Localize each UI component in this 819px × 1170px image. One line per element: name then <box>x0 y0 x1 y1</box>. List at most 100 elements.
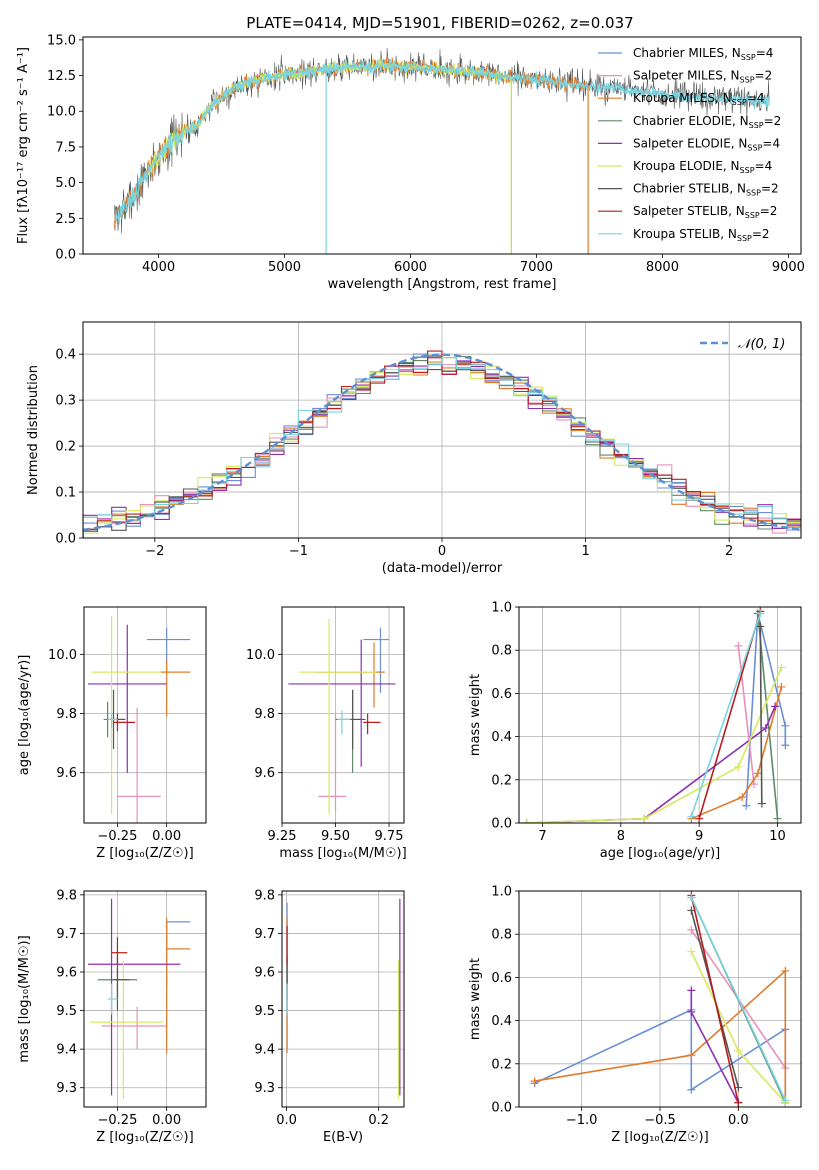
y-tick-label: 0.1 <box>55 486 76 501</box>
x-tick-label: 9.50 <box>321 829 350 844</box>
y-tick-label: 10.0 <box>47 105 76 120</box>
plot-mass-vs-Z <box>87 898 191 1100</box>
legend-label: Salpeter STELIB, NSSP=2 <box>633 204 777 220</box>
weight-point-marker <box>522 819 531 823</box>
y-tick-label: 9.5 <box>56 1004 77 1019</box>
y-tick-label: 9.8 <box>254 707 275 722</box>
y-tick-label: 9.5 <box>254 1004 275 1019</box>
weight-point-marker <box>742 801 751 810</box>
weight-point-marker <box>771 702 780 711</box>
weight-series-line <box>534 969 787 1103</box>
y-tick-label: 9.6 <box>56 966 77 981</box>
x-tick-label: 8000 <box>646 260 679 275</box>
x-axis-label: wavelength [Angstrom, rest frame] <box>328 277 557 292</box>
weight-point-marker <box>640 814 649 823</box>
weight-point-marker <box>781 721 790 730</box>
y-tick-label: 0.6 <box>491 687 512 702</box>
y-tick-label: 5.0 <box>55 176 76 191</box>
x-axis-label: E(B-V) <box>323 1130 363 1145</box>
y-tick-label: 9.4 <box>56 1043 77 1058</box>
weight-point-marker <box>756 622 765 631</box>
y-axis-label: mass weight <box>468 674 483 756</box>
plot-weight-vs-Z <box>530 891 790 1107</box>
y-tick-label: 0.3 <box>55 394 76 409</box>
y-tick-label: 0.0 <box>55 248 76 263</box>
normal-curve <box>83 353 801 532</box>
weight-series-line <box>759 626 763 804</box>
x-axis-label: Z [log₁₀(Z/Z☉)] <box>611 1130 708 1145</box>
weight-series-line <box>690 613 762 817</box>
axes-frame <box>83 606 207 824</box>
x-tick-label: −0.25 <box>98 1113 138 1128</box>
axes-frame <box>82 36 802 255</box>
weight-point-marker <box>687 1007 696 1016</box>
y-tick-label: 9.4 <box>254 1043 275 1058</box>
y-tick-label: 0.0 <box>55 532 76 547</box>
x-axis-label: (data-model)/error <box>382 561 503 576</box>
weight-point-marker <box>734 1046 743 1055</box>
x-tick-label: 9.75 <box>375 829 404 844</box>
legend-label: Chabrier MILES, NSSP=4 <box>633 46 773 62</box>
y-axis-label: Normed distribution <box>26 365 41 495</box>
y-tick-label: 1.0 <box>491 885 512 900</box>
y-tick-label: 9.7 <box>254 927 275 942</box>
weight-point-marker <box>687 812 696 821</box>
y-tick-label: 9.3 <box>56 1081 77 1096</box>
weight-point-marker <box>530 1077 539 1086</box>
y-tick-label: 9.6 <box>254 766 275 781</box>
weight-point-marker <box>781 1096 790 1105</box>
weight-point-marker <box>687 925 696 934</box>
x-tick-label: −0.5 <box>644 1113 676 1128</box>
y-tick-label: 15.0 <box>47 33 76 48</box>
x-tick-label: 0.2 <box>368 1113 389 1128</box>
figure-title: PLATE=0414, MJD=51901, FIBERID=0262, z=0… <box>246 14 633 32</box>
legend-label: Chabrier ELODIE, NSSP=2 <box>633 114 781 130</box>
axes-frame <box>83 890 207 1108</box>
weight-point-marker <box>687 947 696 956</box>
y-tick-label: 0.8 <box>491 644 512 659</box>
x-axis-label: mass [log₁₀(M/M☉)] <box>279 846 406 861</box>
x-tick-label: −0.25 <box>98 829 138 844</box>
weight-series-line <box>690 897 787 1101</box>
x-tick-label: 9000 <box>772 260 805 275</box>
weight-point-marker <box>687 986 696 995</box>
x-tick-label: 0.00 <box>152 829 181 844</box>
y-tick-label: 9.8 <box>254 888 275 903</box>
y-tick-label: 0.4 <box>491 1014 512 1029</box>
weight-point-marker <box>738 793 747 802</box>
x-tick-label: 0.0 <box>728 1113 749 1128</box>
y-tick-label: 0.0 <box>491 1101 512 1116</box>
y-tick-label: 9.7 <box>56 927 77 942</box>
x-tick-label: 0.0 <box>276 1113 297 1128</box>
y-tick-label: 1.0 <box>491 601 512 616</box>
x-tick-label: 7 <box>538 829 546 844</box>
legend-label: Chabrier STELIB, NSSP=2 <box>633 182 779 198</box>
x-axis-label: Z [log₁₀(Z/Z☉)] <box>96 846 193 861</box>
weight-point-marker <box>777 682 786 691</box>
weight-point-marker <box>781 741 790 750</box>
axes-layer <box>79 36 802 1111</box>
plot-spectrum <box>114 48 770 254</box>
histogram-step <box>83 357 801 538</box>
weight-point-marker <box>687 893 696 902</box>
y-tick-label: 0.4 <box>491 730 512 745</box>
model-line-stelib <box>114 58 770 225</box>
axes-frame <box>281 606 405 824</box>
y-tick-label: 0.6 <box>491 971 512 986</box>
x-axis-label: Z [log₁₀(Z/Z☉)] <box>96 1130 193 1145</box>
y-axis-label: Flux [fλ10⁻¹⁷ erg cm⁻² s⁻¹ A⁻¹] <box>16 47 31 244</box>
weight-point-marker <box>695 814 704 823</box>
y-tick-label: 9.6 <box>56 766 77 781</box>
y-tick-label: 0.0 <box>491 817 512 832</box>
weight-point-marker <box>757 799 766 808</box>
legend-label: Kroupa ELODIE, NSSP=4 <box>633 159 772 175</box>
x-tick-label: 10 <box>769 829 786 844</box>
y-tick-label: 12.5 <box>47 69 76 84</box>
y-tick-label: 9.6 <box>254 966 275 981</box>
y-tick-label: 9.8 <box>56 707 77 722</box>
weight-point-marker <box>773 814 782 823</box>
y-axis-label: mass weight <box>468 958 483 1040</box>
y-tick-label: 9.8 <box>56 888 77 903</box>
plot-mass-vs-EBV <box>286 898 401 1100</box>
legend-label: Kroupa STELIB, NSSP=2 <box>633 227 770 243</box>
